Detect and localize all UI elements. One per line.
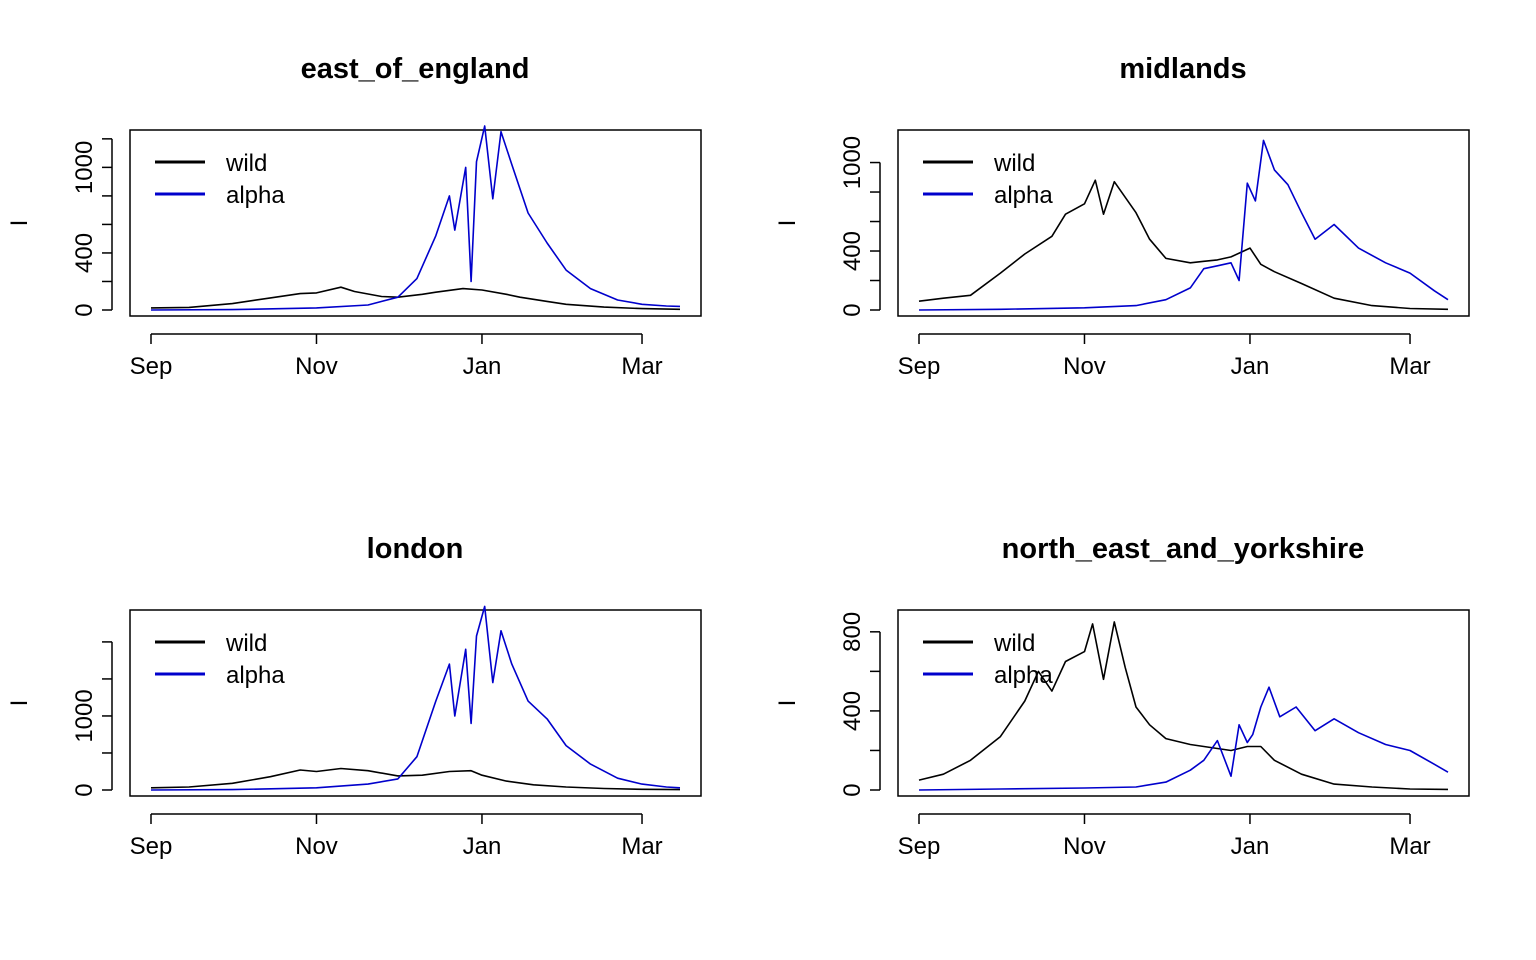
series-line-wild xyxy=(918,621,1449,791)
series-line-wild xyxy=(150,767,681,791)
x-tick-label: Nov xyxy=(295,833,338,860)
x-axis: Sep Nov Jan Mar xyxy=(898,813,1431,860)
series-line-wild xyxy=(918,179,1449,311)
x-axis: Sep Nov Jan Mar xyxy=(130,813,663,860)
plot-frame xyxy=(897,129,1470,317)
legend-label-wild: wild xyxy=(993,630,1035,657)
x-tick-label: Sep xyxy=(898,353,941,380)
x-tick-label: Sep xyxy=(130,833,173,860)
series-line-wild xyxy=(150,286,681,311)
legend-label-wild: wild xyxy=(225,630,267,657)
series-line-alpha xyxy=(150,605,681,791)
panel-title: east_of_england xyxy=(301,53,530,85)
y-axis-label: I xyxy=(774,220,801,227)
series-line-alpha xyxy=(918,686,1449,791)
x-axis: Sep Nov Jan Mar xyxy=(130,333,663,380)
panel-title: north_east_and_yorkshire xyxy=(1002,533,1365,565)
y-axis-label: I xyxy=(6,700,33,707)
x-tick-label: Mar xyxy=(1389,833,1430,860)
y-tick-label: 0 xyxy=(71,783,98,796)
y-axis: 0 400 1000 xyxy=(71,138,113,317)
x-tick-label: Jan xyxy=(1231,833,1270,860)
legend-label-wild: wild xyxy=(225,150,267,177)
legend-label-wild: wild xyxy=(993,150,1035,177)
x-tick-label: Sep xyxy=(898,833,941,860)
panel-north-east-and-yorkshire: north_east_and_yorkshire I Sep Nov Jan Mar 0… xyxy=(774,533,1470,860)
legend: wild alpha xyxy=(923,630,1053,689)
y-tick-label: 800 xyxy=(839,612,866,652)
legend: wild alpha xyxy=(923,150,1053,209)
y-tick-label: 0 xyxy=(839,783,866,796)
y-tick-label: 0 xyxy=(71,303,98,316)
y-axis: 0 400 1000 xyxy=(839,136,881,317)
y-tick-label: 400 xyxy=(839,691,866,731)
plot-frame xyxy=(129,609,702,797)
panel-london: london I Sep Nov Jan Mar 0 1000 wild alpha xyxy=(6,533,702,860)
legend-label-alpha: alpha xyxy=(226,182,285,209)
panel-title: midlands xyxy=(1119,53,1246,85)
plot-frame xyxy=(897,609,1470,797)
y-tick-label: 1000 xyxy=(71,141,98,194)
y-axis-label: I xyxy=(6,220,33,227)
x-tick-label: Nov xyxy=(1063,833,1106,860)
x-tick-label: Mar xyxy=(621,833,662,860)
x-tick-label: Sep xyxy=(130,353,173,380)
y-axis: 0 400 800 xyxy=(839,612,881,797)
y-axis: 0 1000 xyxy=(71,641,113,797)
legend-label-alpha: alpha xyxy=(994,182,1053,209)
x-tick-label: Nov xyxy=(295,353,338,380)
x-tick-label: Jan xyxy=(463,353,502,380)
y-tick-label: 1000 xyxy=(71,689,98,742)
panel-east-of-england: east_of_england I Sep Nov Jan Mar 0 400 1000 w… xyxy=(6,53,702,380)
y-axis-label: I xyxy=(774,700,801,707)
x-tick-label: Mar xyxy=(1389,353,1430,380)
x-tick-label: Mar xyxy=(621,353,662,380)
series-line-alpha xyxy=(918,139,1449,311)
legend: wild alpha xyxy=(155,630,285,689)
panel-title: london xyxy=(367,533,464,565)
x-axis: Sep Nov Jan Mar xyxy=(898,333,1431,380)
y-tick-label: 400 xyxy=(71,233,98,273)
x-tick-label: Jan xyxy=(1231,353,1270,380)
legend-label-alpha: alpha xyxy=(226,662,285,689)
y-tick-label: 0 xyxy=(839,303,866,316)
y-tick-label: 1000 xyxy=(839,136,866,189)
legend: wild alpha xyxy=(155,150,285,209)
x-tick-label: Jan xyxy=(463,833,502,860)
x-tick-label: Nov xyxy=(1063,353,1106,380)
series-line-alpha xyxy=(150,125,681,311)
legend-label-alpha: alpha xyxy=(994,662,1053,689)
y-tick-label: 400 xyxy=(839,231,866,271)
panel-midlands: midlands I Sep Nov Jan Mar 0 400 1000 wild alp… xyxy=(774,53,1470,380)
plot-frame xyxy=(129,129,702,317)
